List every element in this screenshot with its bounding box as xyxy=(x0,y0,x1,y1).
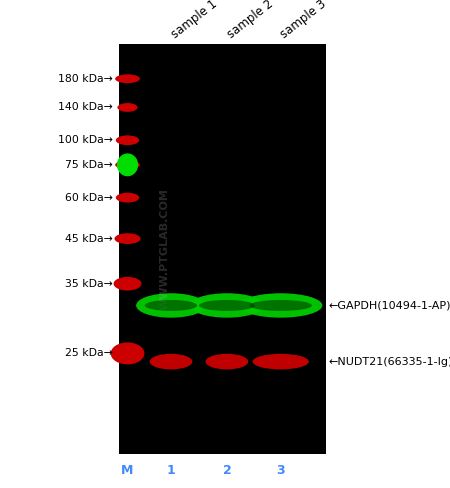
Text: 100 kDa→: 100 kDa→ xyxy=(58,135,112,145)
Ellipse shape xyxy=(249,300,312,311)
Text: sample 2: sample 2 xyxy=(225,0,275,41)
Ellipse shape xyxy=(206,354,248,369)
Ellipse shape xyxy=(115,74,140,83)
Text: WWW.PTGLAB.COM: WWW.PTGLAB.COM xyxy=(160,188,170,310)
Text: 75 kDa→: 75 kDa→ xyxy=(65,160,112,170)
Ellipse shape xyxy=(136,293,206,318)
Text: 3: 3 xyxy=(276,465,285,477)
Text: 180 kDa→: 180 kDa→ xyxy=(58,74,112,84)
Text: 140 kDa→: 140 kDa→ xyxy=(58,102,112,112)
Ellipse shape xyxy=(113,277,141,290)
Bar xyxy=(119,44,326,454)
Ellipse shape xyxy=(239,293,322,318)
Text: 35 kDa→: 35 kDa→ xyxy=(65,279,112,289)
Ellipse shape xyxy=(145,300,197,311)
Ellipse shape xyxy=(111,343,144,365)
Text: 45 kDa→: 45 kDa→ xyxy=(65,234,112,244)
Ellipse shape xyxy=(115,161,140,169)
Text: 60 kDa→: 60 kDa→ xyxy=(65,193,112,203)
Circle shape xyxy=(117,154,137,176)
Text: sample 3: sample 3 xyxy=(279,0,329,41)
Ellipse shape xyxy=(114,233,140,244)
Ellipse shape xyxy=(117,103,138,112)
Ellipse shape xyxy=(149,354,193,369)
Text: ←GAPDH(10494-1-AP): ←GAPDH(10494-1-AP) xyxy=(328,301,450,310)
Text: M: M xyxy=(122,465,134,477)
Ellipse shape xyxy=(252,354,309,369)
Text: sample 1: sample 1 xyxy=(169,0,220,41)
Text: 25 kDa→: 25 kDa→ xyxy=(65,348,112,358)
Text: 2: 2 xyxy=(222,465,231,477)
Ellipse shape xyxy=(116,193,139,203)
Text: 1: 1 xyxy=(166,465,176,477)
Ellipse shape xyxy=(190,293,264,318)
Text: ←NUDT21(66335-1-Ig): ←NUDT21(66335-1-Ig) xyxy=(328,357,450,366)
Ellipse shape xyxy=(116,135,139,145)
Ellipse shape xyxy=(199,300,255,311)
